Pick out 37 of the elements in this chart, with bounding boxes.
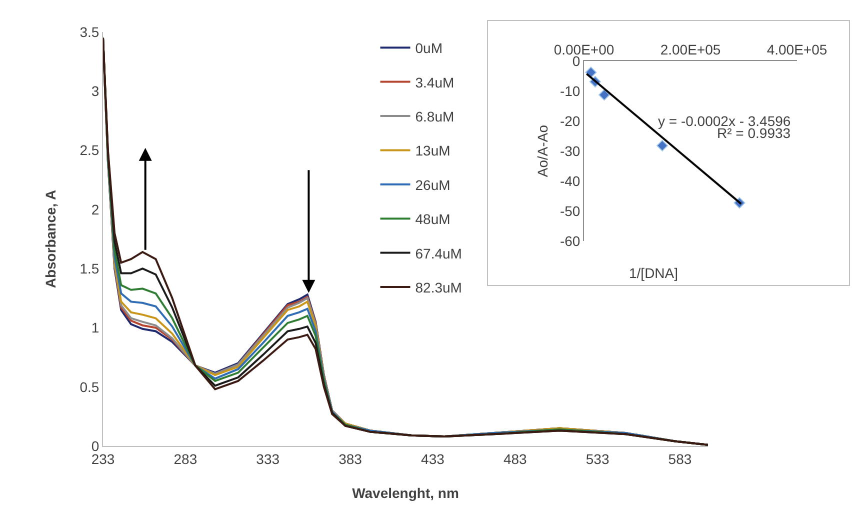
legend-label: 48uM xyxy=(415,211,450,228)
legend-label: 13uM xyxy=(415,142,450,159)
y-tick-label: -40 xyxy=(560,172,580,189)
x-tick-label: 483 xyxy=(503,450,528,467)
x-tick-label: 383 xyxy=(338,450,362,467)
y-tick-label: 1.5 xyxy=(80,260,100,276)
y-tick-label: -10 xyxy=(560,82,580,99)
x-tick-label: 333 xyxy=(256,450,280,467)
y-tick-label: -50 xyxy=(560,202,580,219)
x-tick-label: 433 xyxy=(421,450,445,467)
y-tick-label: 2 xyxy=(91,201,100,218)
legend-label: 6.8uM xyxy=(415,108,454,124)
legend-label: 26uM xyxy=(415,176,450,193)
y-tick-label: -20 xyxy=(560,112,580,129)
y-tick-label: 2.5 xyxy=(80,142,100,158)
x-tick-label: 0.00E+00 xyxy=(554,41,614,58)
x-tick-label: 583 xyxy=(668,450,692,467)
y-tick-label: -30 xyxy=(560,142,580,159)
y-axis-title: Ao/A-Ao xyxy=(534,124,551,178)
y-tick-label: -60 xyxy=(560,232,580,249)
x-tick-label: 533 xyxy=(586,450,610,467)
legend-label: 3.4uM xyxy=(415,74,454,90)
x-tick-label: 2.00E+05 xyxy=(660,41,721,58)
y-axis-title: Absorbance, A xyxy=(42,190,58,288)
y-tick-label: 0.5 xyxy=(80,378,100,395)
legend-label: 82.3uM xyxy=(415,279,462,296)
x-tick-label: 4.00E+05 xyxy=(766,41,828,58)
point xyxy=(656,140,668,152)
legend-label: 0uM xyxy=(415,40,442,56)
point xyxy=(598,89,610,101)
x-tick-label: 283 xyxy=(174,450,198,467)
y-tick-label: 3 xyxy=(91,83,100,100)
x-axis-title: Wavelenght, nm xyxy=(352,485,459,501)
y-tick-label: 3.5 xyxy=(80,24,100,40)
y-tick-label: 1 xyxy=(91,320,100,336)
legend-label: 67.4uM xyxy=(415,245,462,262)
x-axis-title: 1/[DNA] xyxy=(629,265,678,281)
